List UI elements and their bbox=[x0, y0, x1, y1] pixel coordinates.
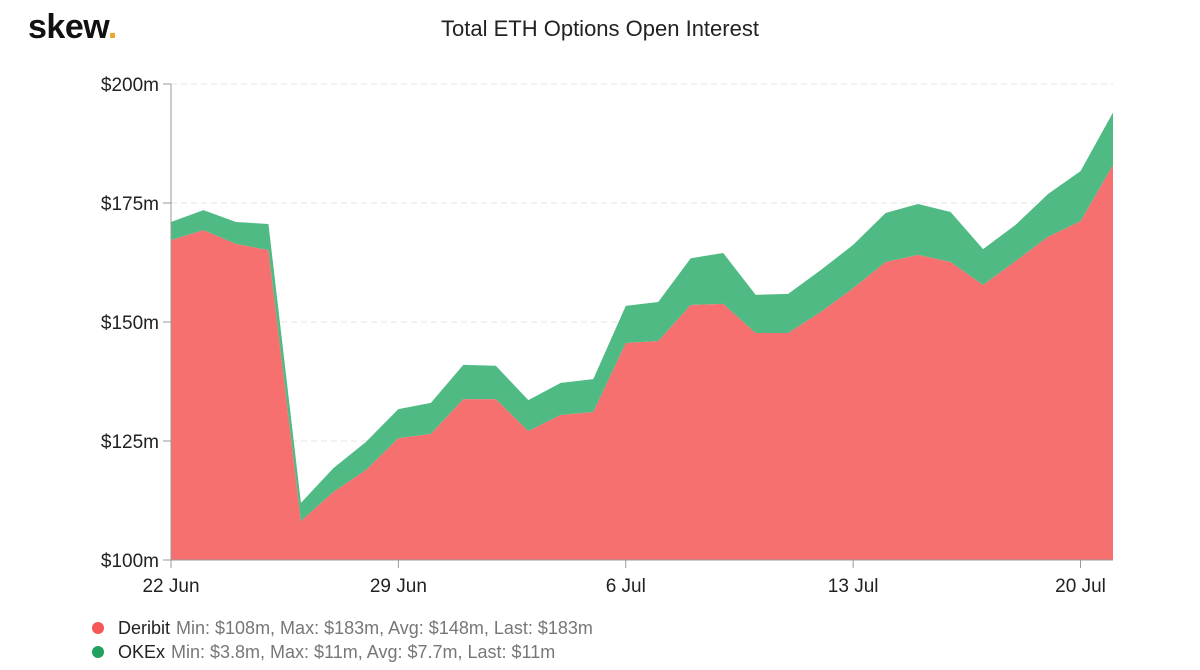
area-deribit bbox=[171, 164, 1113, 561]
x-tick-label: 20 Jul bbox=[1055, 576, 1106, 597]
y-tick-label: $150m bbox=[101, 313, 159, 334]
area-okex bbox=[171, 112, 1113, 521]
skew-logo: skew. bbox=[28, 8, 117, 46]
legend-item-okex[interactable]: OKEx Min: $3.8m, Max: $11m, Avg: $7.7m, L… bbox=[92, 640, 593, 664]
legend: Deribit Min: $108m, Max: $183m, Avg: $148… bbox=[92, 616, 593, 664]
legend-dot-icon bbox=[92, 622, 104, 634]
y-tick-label: $175m bbox=[101, 194, 159, 215]
x-tick-label: 29 Jun bbox=[370, 576, 427, 597]
chart-title: Total ETH Options Open Interest bbox=[441, 16, 759, 41]
x-tick-label: 22 Jun bbox=[142, 576, 199, 597]
legend-item-deribit[interactable]: Deribit Min: $108m, Max: $183m, Avg: $148… bbox=[92, 616, 593, 640]
y-tick-label: $200m bbox=[101, 75, 159, 96]
x-tick-label: 6 Jul bbox=[606, 576, 646, 597]
y-tick-label: $125m bbox=[101, 432, 159, 453]
x-tick-label: 13 Jul bbox=[828, 576, 879, 597]
legend-dot-icon bbox=[92, 646, 104, 658]
y-tick-label: $100m bbox=[101, 551, 159, 572]
